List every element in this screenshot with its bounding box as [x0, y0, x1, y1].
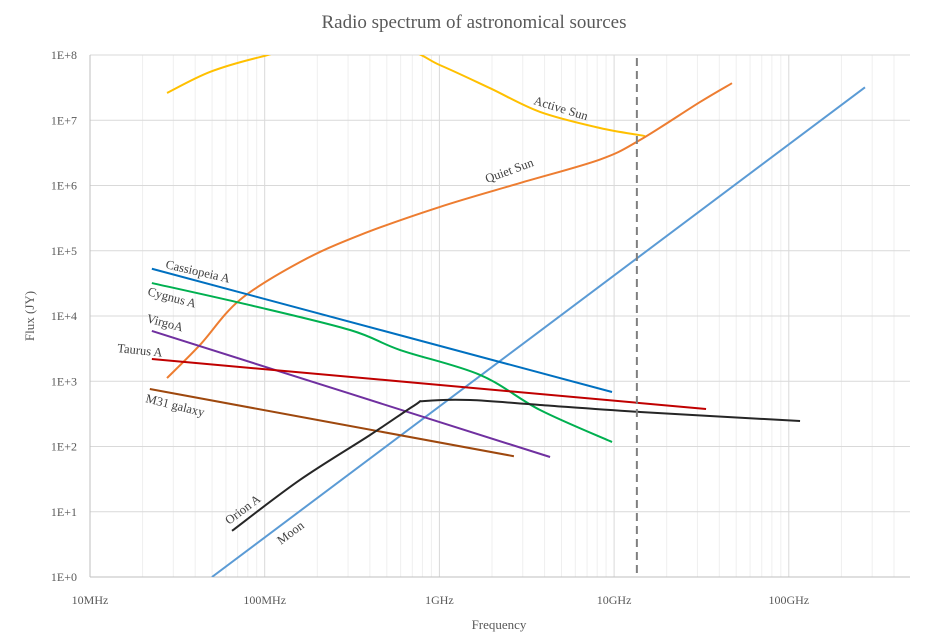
series-line-virgoa [151, 329, 551, 458]
series-line-quiet-sun [166, 82, 733, 379]
y-tick-label: 1E+8 [51, 48, 77, 62]
chart-title: Radio spectrum of astronomical sources [322, 12, 627, 33]
y-tick-label: 1E+0 [51, 570, 77, 584]
series-line-orion-a [231, 398, 801, 532]
series-label: M31 galaxy [144, 391, 206, 419]
axes: 10MHz 100MHz 1GHz 10GHz 100GHz 1E+0 1E+1 1E+2 1E… [51, 48, 910, 607]
series-line-taurus-a [151, 358, 707, 410]
series-line-m31-galaxy [149, 388, 515, 458]
x-tick-label: 10GHz [597, 593, 632, 607]
x-tick-label: 100GHz [768, 593, 809, 607]
series-line-moon [211, 86, 866, 577]
y-tick-label: 1E+2 [51, 440, 77, 454]
x-axis-label: Frequency [472, 617, 527, 632]
x-tick-label: 1GHz [425, 593, 454, 607]
x-tick-label: 100MHz [243, 593, 286, 607]
y-tick-label: 1E+1 [51, 505, 77, 519]
y-tick-label: 1E+4 [51, 309, 77, 323]
series-label: Moon [274, 518, 307, 548]
series-label: Taurus A [117, 341, 164, 360]
series-label: VirgoA [145, 311, 185, 334]
y-tick-label: 1E+7 [51, 113, 77, 127]
series-lines [149, 55, 866, 577]
series-line-cygnus-a [151, 282, 613, 443]
y-axis-label: Flux (JY) [22, 291, 37, 341]
grid [89, 54, 910, 578]
y-tick-label: 1E+5 [51, 244, 77, 258]
y-tick-label: 1E+6 [51, 179, 77, 193]
x-tick-label: 10MHz [72, 593, 109, 607]
y-tick-label: 1E+3 [51, 374, 77, 388]
series-line-active-sun [166, 55, 647, 138]
series-line-cassiopeia-a [151, 267, 613, 393]
